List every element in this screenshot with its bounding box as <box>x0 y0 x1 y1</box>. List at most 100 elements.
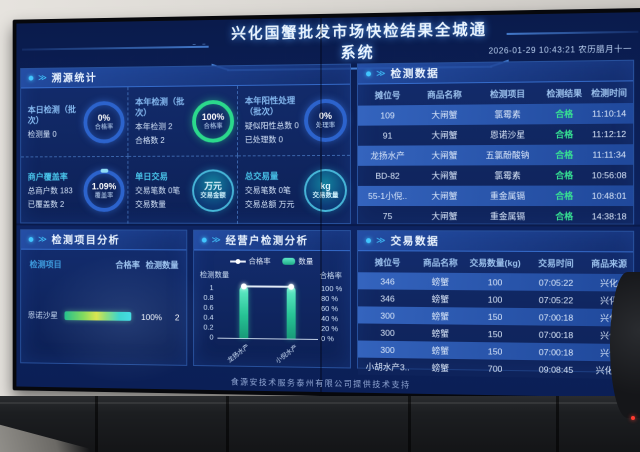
table-header-row: 摊位号 商品名称 交易数量(kg) 交易时间 商品来源 <box>358 251 633 274</box>
power-led <box>631 416 635 420</box>
stat-daily-trade: 单日交易 交易笔数 0笔 交易数量 万元 交易金额 <box>128 154 238 224</box>
gradient-bar <box>64 311 132 321</box>
item-analysis-chart: 检测项目 合格率 检测数量 恩诺沙星 100% 2 <box>21 250 186 366</box>
line-point <box>288 283 295 290</box>
col-result: 检测结果 <box>546 88 583 99</box>
panel-trace-stats: ≫ 溯源统计 本日检测（批次） 检测量 0 0% 合格率 <box>20 63 351 225</box>
panel-title: 交易数据 <box>390 235 440 248</box>
panel-transaction-data: ≫ 交易数据 摊位号 商品名称 交易数量(kg) 交易时间 商品来源 346 螃蟹… <box>356 230 635 380</box>
dashboard: ﹣﹣ 兴化国蟹批发市场快检结果全城通系统 2026-01-29 10:43:21… <box>16 12 640 398</box>
status-badge: 合格 <box>555 149 574 160</box>
floor-reflection <box>0 424 102 452</box>
datetime-display: 2026-01-29 10:43:21 农历腊月十一 <box>488 44 633 56</box>
trace-stats-grid: 本日检测（批次） 检测量 0 0% 合格率 本年检测（批次） 本年检测 2 合格… <box>21 85 350 225</box>
pass-rate-gauge: 0% 合格率 <box>83 100 125 144</box>
count-bar <box>238 286 248 339</box>
table-header-row: 摊位号 商品名称 检测项目 检测结果 检测时间 <box>358 81 633 105</box>
stat-today-inspection: 本日检测（批次） 检测量 0 0% 合格率 <box>21 87 129 156</box>
trade-amount-badge: 万元 交易金额 <box>192 169 235 212</box>
transaction-table: 摊位号 商品名称 交易数量(kg) 交易时间 商品来源 346 螃蟹 100 07:0… <box>357 251 634 380</box>
col-time: 交易时间 <box>538 258 574 269</box>
panel-arrow-icon: ≫ <box>211 234 221 245</box>
panel-dot-icon <box>366 238 372 244</box>
merchant-chart: 合格率 数量 检测数量 合格率 1 0.8 0.6 0.4 0.2 0 100 <box>194 250 350 368</box>
dashboard-header: ﹣﹣ 兴化国蟹批发市场快检结果全城通系统 2026-01-29 10:43:21… <box>16 12 640 72</box>
panel-inspection-data: ≫ 检测数据 摊位号 商品名称 检测项目 检测结果 检测时间 109 大闸蟹 氯霉素… <box>356 59 635 227</box>
stat-positive-handling: 本年阳性处理（批次） 疑似阳性总数 0 已处理数 0 0% 处理率 <box>238 85 350 155</box>
col-time: 检测时间 <box>591 87 628 99</box>
stat-line: 本年检测 2 <box>135 122 173 132</box>
item-label: 恩诺沙星 <box>27 310 58 320</box>
y-axis-left-label: 检测数量 <box>199 270 230 280</box>
panel-dot-icon <box>366 71 372 77</box>
plot-area: 龙扬水产 小倪水产 <box>217 283 319 365</box>
stat-title: 本年检测（批次） <box>135 96 185 118</box>
column-labels: 合格率 检测数量 <box>115 259 179 271</box>
cabinet-edge-highlight <box>0 402 640 404</box>
header-decor-dashes: ﹣﹣ <box>190 38 210 49</box>
col-product: 商品名称 <box>427 89 462 100</box>
stat-total-trade: 总交易量 交易笔数 0笔 交易总额 万元 kg 交易数量 <box>237 154 350 225</box>
stat-title: 本日检测（批次） <box>27 104 76 126</box>
cabinet-seam <box>95 396 98 452</box>
x-axis-label: 龙扬水产 <box>226 343 251 365</box>
status-badge: 合格 <box>555 190 574 201</box>
panel-dot-icon <box>28 237 34 242</box>
trade-quantity-badge: kg 交易数量 <box>304 168 347 212</box>
stat-year-inspection: 本年检测（批次） 本年检测 2 合格数 2 100% 合格率 <box>128 85 238 156</box>
stat-line: 交易总额 万元 <box>244 199 295 209</box>
inspection-table: 摊位号 商品名称 检测项目 检测结果 检测时间 109 大闸蟹 氯霉素 合格 11:10… <box>357 81 634 227</box>
stat-title: 商户覆盖率 <box>27 171 68 182</box>
panel-title: 经营户检测分析 <box>225 234 309 247</box>
video-wall-screen: ﹣﹣ 兴化国蟹批发市场快检结果全城通系统 2026-01-29 10:43:21… <box>12 7 640 403</box>
cabinet-seam <box>226 396 229 452</box>
panel-title: 检测数据 <box>390 67 440 81</box>
line-point <box>240 283 247 290</box>
stat-title: 本年阳性处理（批次） <box>244 95 296 117</box>
stat-line: 总商户数 183 <box>27 186 73 196</box>
col-source: 商品来源 <box>591 258 628 269</box>
stat-line: 已覆盖数 2 <box>27 199 65 209</box>
table-row: 109 大闸蟹 氯霉素 合格 11:10:14 <box>357 102 634 126</box>
stat-line: 交易数量 <box>135 199 166 209</box>
pass-rate-gauge: 100% 合格率 <box>192 99 235 143</box>
rate-value: 100% <box>141 311 163 322</box>
cabinet-seam <box>556 396 559 452</box>
header-decor-line-left <box>22 45 209 51</box>
cabinet-below-screen <box>0 396 640 452</box>
pass-rate-line-icon <box>229 260 246 263</box>
panel-arrow-icon: ≫ <box>376 235 386 246</box>
cabinet-seam <box>408 396 411 452</box>
x-axis-label: 小倪水产 <box>274 344 300 366</box>
panel-header: ≫ 检测项目分析 <box>21 230 187 251</box>
status-badge: 合格 <box>555 108 574 120</box>
stat-line: 疑似阳性总数 0 <box>244 121 299 131</box>
col-product: 商品名称 <box>423 257 458 268</box>
count-value: 2 <box>174 311 180 322</box>
status-badge: 合格 <box>555 170 574 181</box>
stat-line: 交易笔数 0笔 <box>244 185 291 195</box>
foreground-silhouette <box>610 272 640 418</box>
item-analysis-row: 恩诺沙星 100% 2 <box>28 310 180 322</box>
panel-arrow-icon: ≫ <box>376 68 386 79</box>
panel-merchant-analysis: ≫ 经营户检测分析 合格率 数量 检测数量 合格率 1 0.8 0.6 0.4 <box>193 229 351 369</box>
panel-title: 检测项目分析 <box>51 234 121 247</box>
stat-title: 单日交易 <box>135 171 168 182</box>
panel-dot-icon <box>28 75 34 81</box>
table-row: 小胡水产3.. 螃蟹 700 09:08:45 兴化市 <box>357 357 634 380</box>
stat-line: 检测量 0 <box>27 130 57 140</box>
col-qty: 交易数量(kg) <box>469 257 521 269</box>
table-row: 55-1小倪.. 大闸蟹 重金属镉 合格 10:48:01 <box>357 185 634 207</box>
y-axis-right-label: 合格率 <box>319 270 342 281</box>
stat-line: 已处理数 0 <box>244 135 283 145</box>
stat-merchant-coverage: 商户覆盖率 总商户数 183 已覆盖数 2 1.09% 覆盖率 <box>21 155 129 224</box>
stat-line: 合格数 2 <box>135 136 165 146</box>
video-wall-seam-horizontal <box>16 223 640 227</box>
panel-item-analysis: ≫ 检测项目分析 检测项目 合格率 检测数量 恩诺沙星 100% 2 <box>20 229 188 366</box>
panel-title: 溯源统计 <box>51 71 98 85</box>
page-title: 兴化国蟹批发市场快检结果全城通系统 <box>231 21 488 62</box>
video-wall-seam-vertical <box>320 17 322 393</box>
y-axis-right-ticks: 100 % 80 % 60 % 40 % 20 % 0 % <box>320 284 343 344</box>
col-item: 检测项目 <box>489 88 526 100</box>
